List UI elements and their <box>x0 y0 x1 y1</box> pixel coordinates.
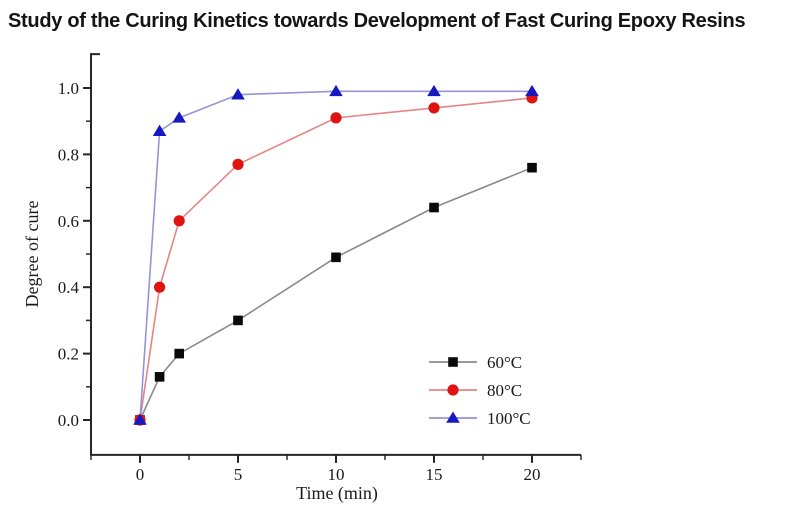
y-axis-title: Degree of cure <box>22 201 42 308</box>
figure-title: Study of the Curing Kinetics towards Dev… <box>8 10 746 32</box>
plot-layer: 0 5 10 15 20 0.0 0.2 0.4 0.6 0.8 1.0 60°C 80°C 100°C <box>58 53 582 484</box>
data-point-marker <box>232 158 244 170</box>
data-point-marker <box>427 84 441 97</box>
x-tick-label: 5 <box>234 465 243 484</box>
data-point-marker <box>527 162 537 173</box>
data-point-marker <box>428 102 440 114</box>
data-point-marker <box>133 413 147 425</box>
x-tick-label: 0 <box>136 465 145 484</box>
legend-label: 80°C <box>487 381 522 400</box>
data-point-marker <box>154 281 166 293</box>
data-point-marker <box>429 202 439 213</box>
legend-marker-circle <box>447 384 459 396</box>
legend-label: 100°C <box>487 409 531 428</box>
data-point-marker <box>329 84 343 97</box>
x-axis-title: Time (min) <box>296 483 378 504</box>
y-tick-label: 0.8 <box>58 145 79 164</box>
data-point-marker <box>152 124 167 136</box>
data-point-marker <box>233 315 243 326</box>
y-tick-label: 0.0 <box>58 411 79 430</box>
data-point-marker <box>330 112 342 124</box>
x-tick-label: 10 <box>328 465 345 484</box>
y-tick-label: 0.4 <box>58 278 80 297</box>
y-tick-label: 0.6 <box>58 212 79 231</box>
legend-marker-square <box>448 357 458 367</box>
series-line-60°C <box>139 166 533 421</box>
data-point-marker <box>525 84 539 97</box>
y-tick-label: 1.0 <box>58 79 79 98</box>
data-point-marker <box>173 215 185 227</box>
legend-label: 60°C <box>487 353 522 372</box>
x-tick-label: 15 <box>426 465 443 484</box>
x-tick-label: 20 <box>524 465 541 484</box>
data-point-marker <box>174 348 184 359</box>
data-point-marker <box>331 252 341 263</box>
data-point-marker <box>231 88 245 100</box>
y-tick-label: 0.2 <box>58 345 79 364</box>
data-point-marker <box>154 372 165 382</box>
data-point-marker <box>172 111 186 123</box>
legend-marker-triangle <box>446 411 460 423</box>
